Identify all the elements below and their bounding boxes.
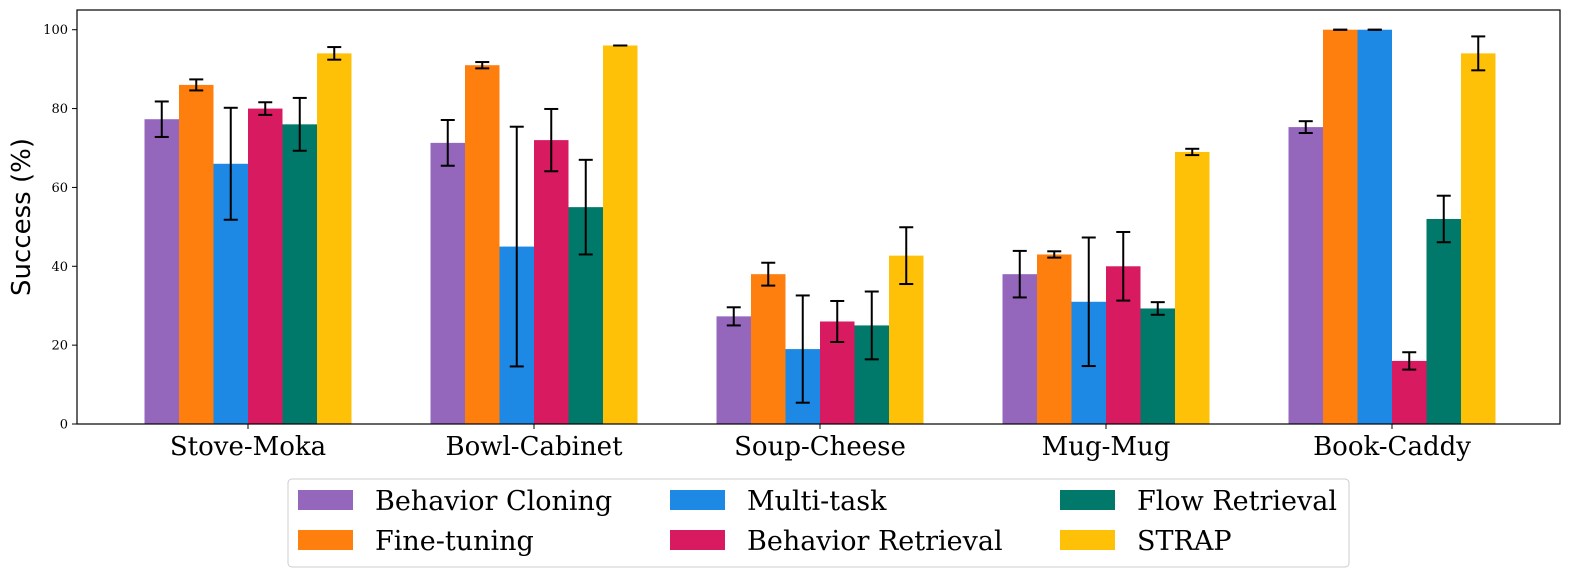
error-bar — [899, 226, 914, 286]
y-tick-label: 40 — [51, 260, 68, 275]
error-bar — [761, 261, 776, 287]
error-bar — [154, 100, 169, 138]
y-axis-label: Success (%) — [7, 138, 37, 296]
x-tick-label: Bowl-Cabinet — [445, 432, 623, 462]
error-bar — [509, 125, 524, 368]
error-bar — [1298, 120, 1313, 135]
bar-behavior-cloning-mug-mug — [1002, 274, 1037, 424]
bar-behavior-cloning-stove-moka — [144, 119, 179, 425]
bar-strap-mug-mug — [1175, 151, 1210, 424]
bar-multi-task-book-caddy — [1357, 29, 1392, 424]
x-tick-label: Stove-Moka — [170, 432, 326, 462]
error-bar — [795, 294, 810, 404]
legend-item: Behavior Cloning — [298, 486, 612, 517]
error-bar — [726, 306, 741, 327]
legend-swatch — [1060, 490, 1115, 510]
error-bar — [292, 96, 307, 152]
legend-label: Multi-task — [747, 486, 887, 517]
y-tick-label: 100 — [43, 23, 68, 38]
error-bar — [1185, 147, 1200, 157]
bar-flow-retrieval-book-caddy — [1426, 218, 1461, 424]
legend-swatch — [670, 490, 725, 510]
error-bar — [830, 299, 845, 343]
bar-strap-bowl-cabinet — [603, 45, 638, 424]
error-bar — [1081, 236, 1096, 368]
bar-strap-book-caddy — [1461, 53, 1496, 424]
bar-fine-tuning-bowl-cabinet — [465, 65, 500, 424]
legend-item: Flow Retrieval — [1060, 486, 1337, 517]
error-bar — [440, 119, 455, 167]
plot-frame — [76, 9, 1561, 425]
bar-behavior-cloning-bowl-cabinet — [430, 142, 465, 425]
error-bar — [327, 46, 342, 61]
x-tick-label: Mug-Mug — [1042, 432, 1171, 462]
bar-behavior-retrieval-bowl-cabinet — [534, 140, 569, 424]
y-tick-label: 80 — [51, 102, 68, 117]
bar-behavior-cloning-book-caddy — [1288, 127, 1323, 425]
legend-item: STRAP — [1060, 526, 1232, 557]
bar-behavior-cloning-soup-cheese — [716, 316, 751, 424]
legend-swatch — [1060, 530, 1115, 550]
bars — [144, 29, 1496, 425]
bar-flow-retrieval-stove-moka — [282, 124, 317, 424]
y-tick-label: 60 — [51, 181, 68, 196]
bar-fine-tuning-mug-mug — [1037, 254, 1072, 424]
legend: Behavior Cloning Fine-tuning Multi-task Beh… — [287, 478, 1350, 568]
error-bar — [578, 158, 593, 256]
error-bar — [1116, 230, 1131, 302]
bar-behavior-retrieval-stove-moka — [248, 108, 283, 425]
error-bar — [189, 78, 204, 92]
legend-item: Fine-tuning — [298, 526, 534, 557]
error-bar — [1402, 351, 1417, 371]
bar-strap-stove-moka — [317, 53, 352, 424]
y-tick-label: 0 — [60, 418, 68, 433]
error-bar — [1150, 301, 1165, 316]
bar-flow-retrieval-mug-mug — [1140, 308, 1175, 424]
error-bar — [1047, 250, 1062, 259]
error-bar — [223, 106, 238, 221]
error-bar — [544, 107, 559, 173]
error-bar — [1436, 194, 1451, 244]
error-bar — [864, 290, 879, 361]
y-tick-label: 20 — [51, 339, 68, 354]
x-tick-label: Soup-Cheese — [734, 432, 906, 462]
bar-fine-tuning-book-caddy — [1323, 29, 1358, 424]
legend-label: Behavior Cloning — [375, 486, 612, 517]
bar-behavior-retrieval-book-caddy — [1392, 360, 1427, 424]
legend-label: STRAP — [1137, 526, 1232, 557]
error-bars — [154, 28, 1486, 404]
error-bar — [475, 61, 490, 70]
error-bar — [1012, 249, 1027, 299]
legend-label: Flow Retrieval — [1137, 486, 1337, 517]
bar-fine-tuning-soup-cheese — [751, 274, 786, 424]
legend-swatch — [670, 530, 725, 550]
x-tick-label: Book-Caddy — [1313, 432, 1471, 462]
axes: 0 20 40 60 80 100 Stove-Moka Bowl-Cabinet Soup-C… — [43, 9, 1561, 462]
legend-swatch — [298, 530, 353, 550]
legend-swatch — [298, 490, 353, 510]
legend-label: Fine-tuning — [375, 526, 534, 557]
legend-item: Multi-task — [670, 486, 887, 517]
legend-item: Behavior Retrieval — [670, 526, 1003, 557]
error-bar — [1471, 35, 1486, 72]
bar-fine-tuning-stove-moka — [179, 84, 214, 425]
legend-label: Behavior Retrieval — [747, 526, 1003, 557]
error-bar — [258, 101, 273, 116]
